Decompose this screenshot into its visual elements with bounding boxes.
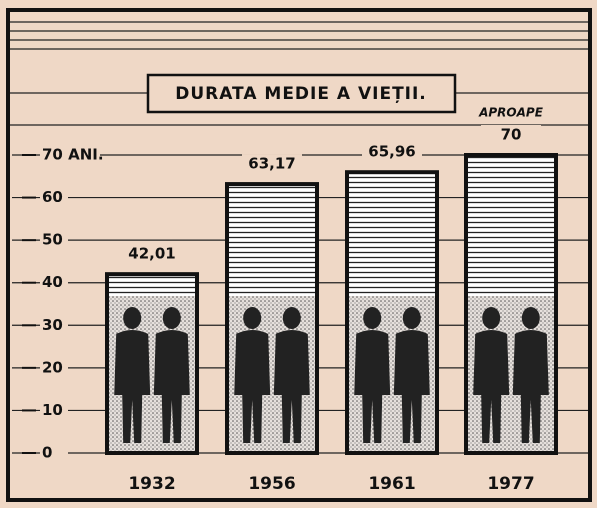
- value-label: 63,17: [248, 155, 295, 173]
- y-tick-label: 70 ANI.: [42, 146, 104, 164]
- y-tick-label: 40: [42, 273, 63, 291]
- bar-figures: [349, 296, 435, 451]
- figure-head: [283, 307, 301, 329]
- figure-head: [482, 307, 500, 329]
- x-tick-label: 1961: [368, 474, 415, 494]
- y-tick-label: 20: [42, 358, 63, 376]
- chart-title: DURATA MEDIE A VIEȚII.: [175, 84, 427, 104]
- value-label: 70: [501, 126, 522, 144]
- bar-figures: [468, 296, 554, 451]
- y-tick-label: 10: [42, 401, 63, 419]
- chart: DURATA MEDIE A VIEȚII. 0 10 20 30 40 50 60 70 A…: [0, 0, 597, 508]
- x-tick-label: 1956: [248, 474, 295, 494]
- x-tick-label: 1932: [128, 474, 175, 494]
- figure-head: [363, 307, 381, 329]
- x-tick-label: 1977: [487, 474, 534, 494]
- figure-head: [123, 307, 141, 329]
- y-tick-label: 50: [42, 231, 63, 249]
- figure-head: [243, 307, 261, 329]
- figure-head: [163, 307, 181, 329]
- annotation: APROAPE: [478, 106, 544, 120]
- bar-figures: [109, 296, 195, 451]
- value-label: 42,01: [128, 245, 175, 263]
- figure-head: [522, 307, 540, 329]
- bar-figures: [229, 296, 315, 451]
- y-tick-label: 0: [42, 444, 52, 462]
- value-label: 65,96: [368, 143, 415, 161]
- y-tick-label: 60: [42, 188, 63, 206]
- figure-head: [403, 307, 421, 329]
- y-tick-label: 30: [42, 316, 63, 334]
